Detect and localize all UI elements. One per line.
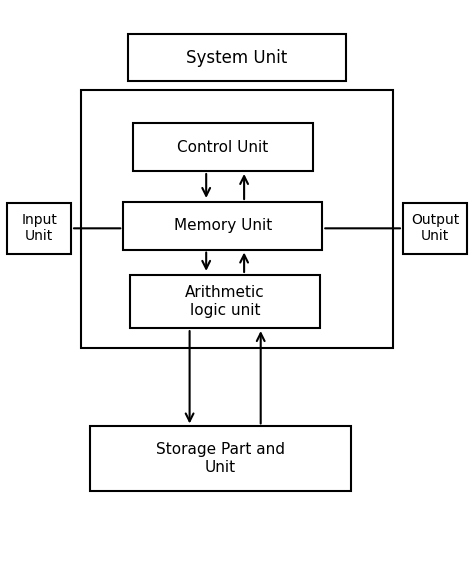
Text: Storage Part and
Unit: Storage Part and Unit <box>156 443 285 475</box>
FancyBboxPatch shape <box>81 90 393 348</box>
FancyBboxPatch shape <box>133 123 313 171</box>
FancyBboxPatch shape <box>123 202 322 250</box>
FancyBboxPatch shape <box>7 203 71 254</box>
FancyBboxPatch shape <box>128 34 346 81</box>
Text: Input
Unit: Input Unit <box>21 213 57 243</box>
Text: Arithmetic
logic unit: Arithmetic logic unit <box>185 286 265 318</box>
Text: Output
Unit: Output Unit <box>411 213 459 243</box>
Text: System Unit: System Unit <box>186 48 288 67</box>
Text: Memory Unit: Memory Unit <box>173 218 272 233</box>
Text: Control Unit: Control Unit <box>177 140 268 155</box>
FancyBboxPatch shape <box>90 426 351 491</box>
FancyBboxPatch shape <box>130 275 320 328</box>
FancyBboxPatch shape <box>403 203 467 254</box>
